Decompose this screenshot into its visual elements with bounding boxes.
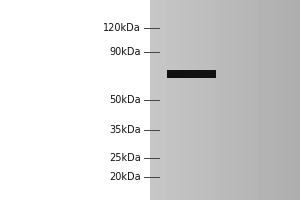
Text: 50kDa: 50kDa [110,95,141,105]
Bar [167,70,216,78]
Text: 20kDa: 20kDa [110,172,141,182]
Text: 35kDa: 35kDa [110,125,141,135]
Text: 120kDa: 120kDa [103,23,141,33]
Text: 25kDa: 25kDa [109,153,141,163]
Text: 90kDa: 90kDa [110,47,141,57]
